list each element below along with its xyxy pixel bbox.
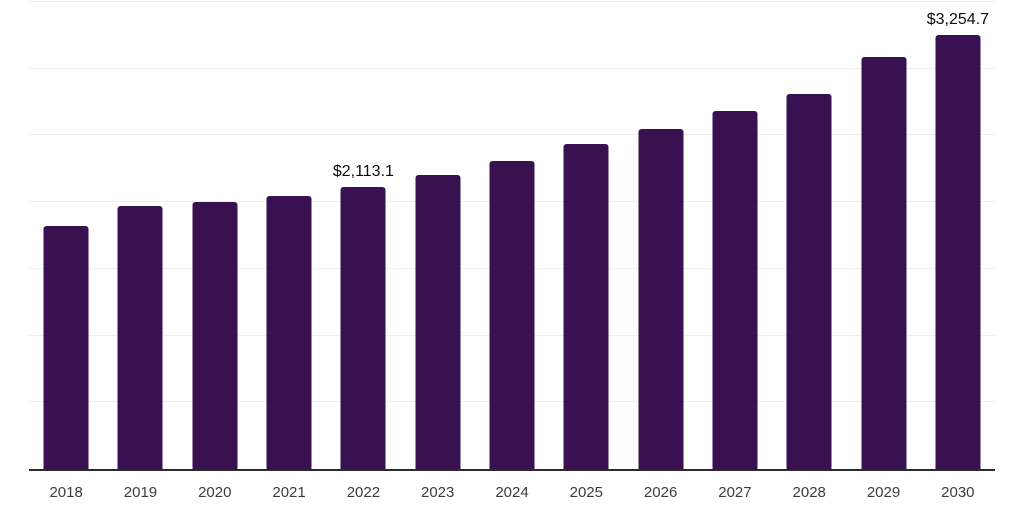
gridline-3000 [29, 67, 995, 69]
x-tick-label-2019: 2019 [123, 484, 158, 501]
bar-2019 [117, 206, 163, 469]
bar-2024 [489, 161, 535, 469]
bar-2021 [266, 196, 312, 469]
bar-2028 [786, 93, 832, 469]
gridline-2500 [29, 134, 995, 136]
x-tick-label-2022: 2022 [346, 484, 381, 501]
plot-area: $2,113.1 $3,254.7 [29, 1, 995, 471]
x-tick-label-2024: 2024 [495, 484, 529, 501]
x-tick-label-2029: 2029 [866, 484, 901, 501]
x-tick-label-2023: 2023 [421, 484, 455, 501]
x-tick-label-2018: 2018 [49, 484, 83, 501]
bar-2020 [192, 201, 238, 469]
x-tick-label-2021: 2021 [272, 484, 306, 501]
x-axis: 2018 2019 2020 2021 2022 2023 2024 2025 2026 2027… [29, 471, 995, 512]
x-tick-label-2030: 2030 [941, 484, 975, 501]
bar-2029 [861, 56, 907, 469]
x-tick-label-2020: 2020 [198, 484, 232, 501]
x-tick-label-2026: 2026 [643, 484, 678, 501]
bar-2030: $3,254.7 [927, 11, 989, 469]
x-tick-label-2025: 2025 [569, 484, 603, 501]
x-tick-label-2028: 2028 [792, 484, 826, 501]
x-tick-label-2027: 2027 [718, 484, 752, 501]
bar-2027 [712, 110, 758, 469]
bar-2018 [43, 226, 89, 469]
gridline-3500 [29, 1, 995, 2]
bar-2022: $2,113.1 [333, 163, 394, 469]
bar-2025 [563, 144, 609, 469]
bar-2023 [415, 175, 461, 469]
bar-value-label-2022: $2,113.1 [332, 163, 394, 181]
bar-2026 [638, 128, 684, 469]
bar-value-label-2030: $3,254.7 [926, 10, 989, 28]
